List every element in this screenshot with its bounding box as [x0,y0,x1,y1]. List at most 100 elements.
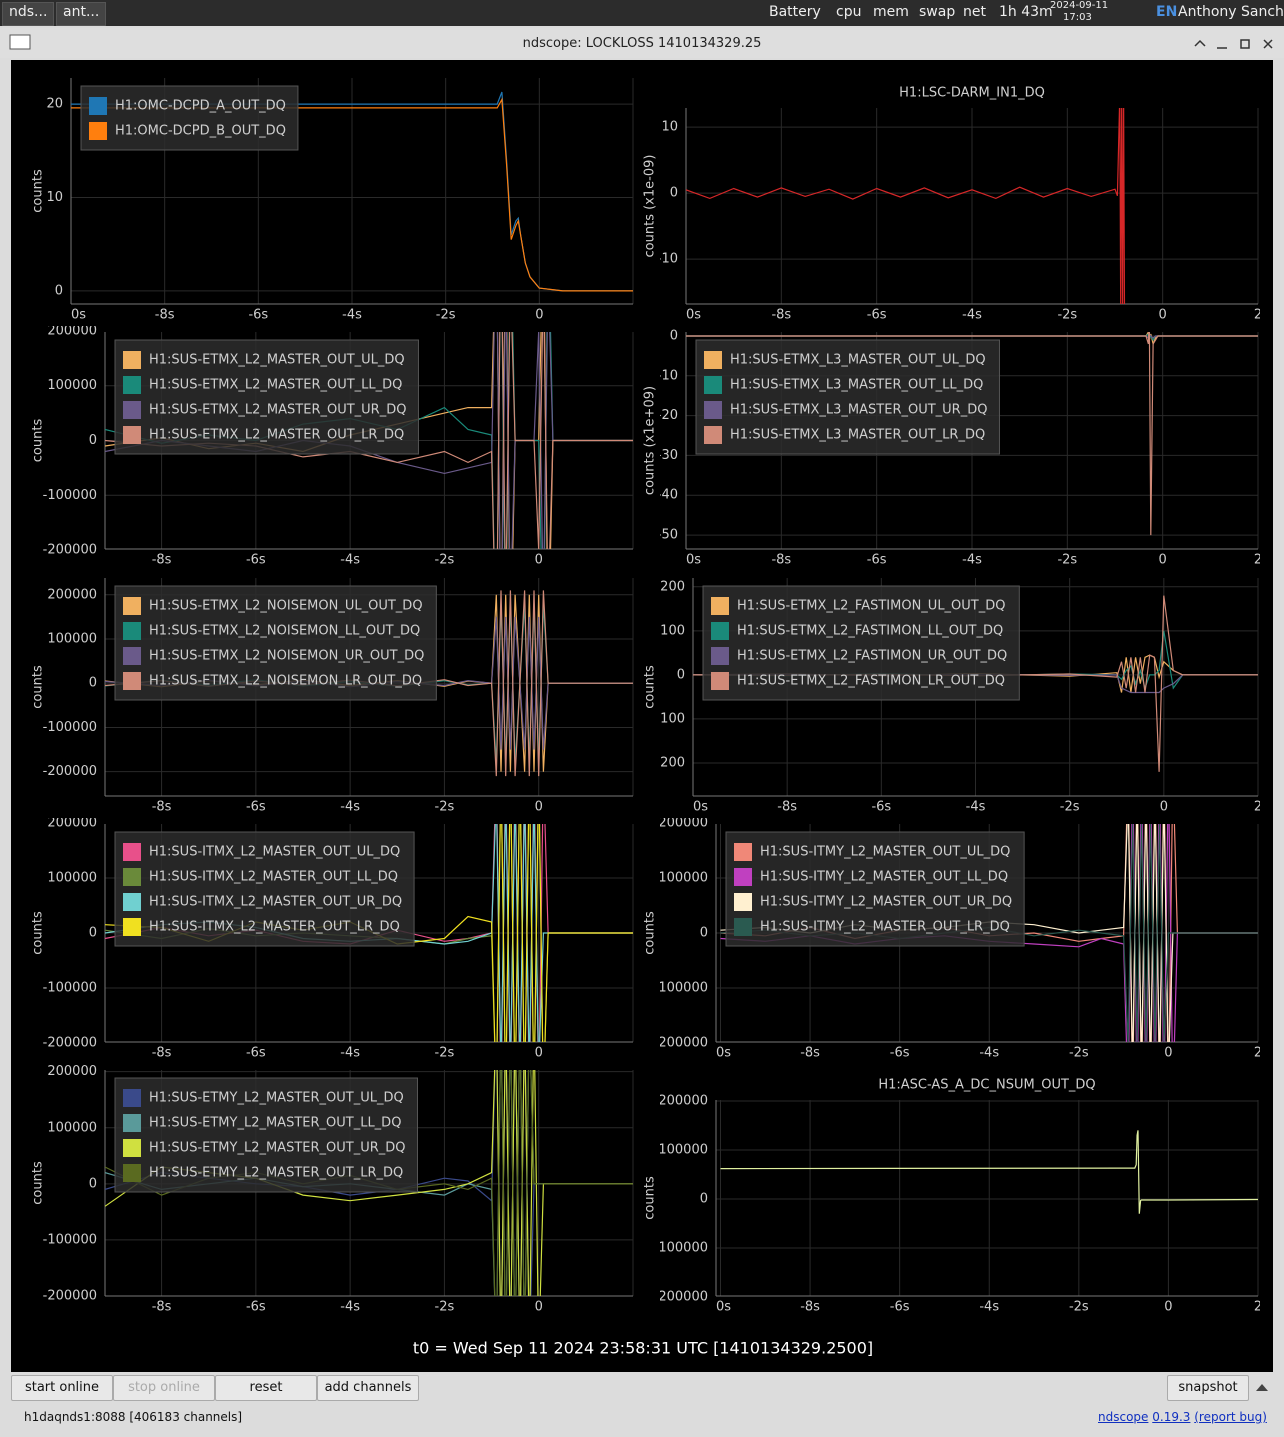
legend [114,585,437,701]
y-tick-label: 0 [700,1191,708,1206]
app-link[interactable]: ndscope [1098,1410,1149,1424]
legend-label: H1:OMC-DCPD_B_OUT_DQ [115,124,286,139]
legend-label: H1:SUS-ETMX_L2_MASTER_OUT_UL_DQ [149,353,405,368]
y-tick-label: 0 [670,186,678,201]
legend-swatch [123,672,141,690]
taskbar: nds... ant... Battery cpu mem swap net 1… [0,0,1284,26]
plot: -200000 -100000 0 100000 200000 0s -8s -6s -4s -2… [643,1078,1261,1315]
tick-labels: -200000 -100000 0 100000 200000 -8s -6s -4s -2s 0… [43,1064,543,1315]
y-tick-label: 200000 [47,1064,97,1079]
start-online-button[interactable]: start online [11,1375,113,1401]
x-tick-label: 0s [71,308,86,323]
indicator[interactable]: net [963,4,986,20]
indicator[interactable]: mem [873,4,909,20]
keyboard-layout[interactable]: EN [1156,4,1178,20]
plot: -50 -40 -30 -20 -10 0 0s -8s -6s -4s -2s 0 2 counts (… [643,328,1261,567]
y-tick-label: -100000 [43,488,97,503]
plots: t0 = Wed Sep 11 2024 23:58:31 UTC [14101… [31,78,1262,1358]
legend-label: H1:SUS-ITMX_L2_MASTER_OUT_UR_DQ [149,895,402,910]
y-tick-label: -200000 [43,1036,97,1051]
x-tick-label: -4s [979,1300,999,1315]
y-tick-label: -30 [657,448,678,463]
legend-swatch [704,351,722,369]
x-tick-label: -4s [340,1300,360,1315]
legend-label: H1:SUS-ITMX_L2_MASTER_OUT_UL_DQ [149,845,400,860]
y-tick-label: 100000 [47,870,97,885]
legend-label: H1:SUS-ETMY_L2_MASTER_OUT_LL_DQ [149,1116,401,1131]
x-tick-label: 2 [629,800,637,815]
x-tick-label: -4s [979,1046,999,1061]
x-tick-label: -8s [777,800,797,815]
task-app[interactable]: nds... [2,2,55,26]
legend-swatch [123,376,141,394]
legend-swatch [711,622,729,640]
legend-swatch [123,1164,141,1182]
legend [114,1077,418,1193]
y-axis-label: counts [31,665,46,709]
y-axis-label: counts [31,419,46,463]
x-tick-label: 2 [1254,308,1262,323]
x-tick-label: -2s [435,553,455,568]
plot: -200000 -100000 0 100000 200000 -8s -6s -4s -2s 0… [31,323,634,568]
indicator[interactable]: swap [919,4,956,20]
y-tick-label: 200000 [47,815,97,830]
legend-swatch [123,843,141,861]
y-tick-label: -100000 [654,981,708,996]
report-bug-link[interactable]: (report bug) [1194,1410,1267,1424]
x-tick-label: 0s [686,308,701,323]
snapshot-button[interactable]: snapshot [1167,1375,1249,1401]
plot: 0 10 20 0s -8s -6s -4s -2s 0 2 counts H1:OMC-DCPD_A… [31,78,634,323]
legend-label: H1:SUS-ITMY_L2_MASTER_OUT_LL_DQ [760,870,1008,885]
legend-swatch [123,1114,141,1132]
legend-label: H1:SUS-ETMX_L3_MASTER_OUT_UR_DQ [730,403,987,418]
window-controls[interactable] [1190,36,1280,52]
legend-label: H1:SUS-ETMX_L2_NOISEMON_UR_OUT_DQ [149,649,424,664]
tick-labels: -200 -100 0 100 200 0s -8s -6s -4s -2s 0 2 [655,579,1260,815]
tick-labels: -200000 -100000 0 100000 200000 0s -8s -6s -4s -2… [660,1093,1260,1315]
user-name[interactable]: Anthony Sanchez [1178,4,1284,20]
indicator[interactable]: Battery [769,4,821,20]
x-tick-label: -8s [152,553,172,568]
y-tick-label: 200000 [658,815,708,830]
y-tick-label: 100000 [47,378,97,393]
reset-button[interactable]: reset [215,1375,317,1401]
x-tick-label: -2s [435,1300,455,1315]
x-tick-label: -6s [890,1300,910,1315]
x-tick-label: -2s [436,308,456,323]
x-tick-label: -8s [152,1300,172,1315]
x-tick-label: 0s [716,1300,731,1315]
window-titlebar: ndscope: LOCKLOSS 1410134329.25 [0,28,1284,58]
x-tick-label: 0 [1164,1300,1172,1315]
x-tick-label: -4s [342,308,362,323]
y-tick-label: 200000 [47,323,97,338]
expand-button[interactable] [1254,1381,1270,1393]
x-tick-label: -8s [155,308,175,323]
x-tick-label: 0 [535,1300,543,1315]
x-tick-label: 0 [535,553,543,568]
x-tick-label: -6s [890,1046,910,1061]
legend [695,339,1000,455]
x-tick-label: -6s [871,800,891,815]
legend [80,85,299,151]
version-link[interactable]: 0.19.3 [1152,1410,1191,1424]
x-tick-label: -6s [867,308,887,323]
y-tick-label: 0 [89,1176,97,1191]
indicator[interactable]: cpu [836,4,862,20]
task-app[interactable]: ant... [56,2,107,26]
x-tick-label: 0s [716,1046,731,1061]
legend-label: H1:SUS-ETMY_L2_MASTER_OUT_LR_DQ [149,1166,403,1181]
legend-swatch [711,597,729,615]
server-status: h1daqnds1:8088 [406183 channels] [24,1410,243,1424]
tick-labels: -50 -40 -30 -20 -10 0 0s -8s -6s -4s -2s 0 2 [657,328,1260,567]
y-tick-label: -200000 [43,543,97,558]
legend-swatch [704,426,722,444]
x-tick-label: 0 [1164,1046,1172,1061]
legend-label: H1:SUS-ETMX_L2_NOISEMON_LL_OUT_DQ [149,624,420,639]
y-tick-label: -200 [655,755,685,770]
y-tick-label: 20 [46,97,63,112]
y-tick-label: 200000 [47,587,97,602]
add-channels-button[interactable]: add channels [317,1375,419,1401]
x-tick-label: 2 [1254,1046,1262,1061]
legend-swatch [89,97,107,115]
x-tick-label: -4s [962,308,982,323]
